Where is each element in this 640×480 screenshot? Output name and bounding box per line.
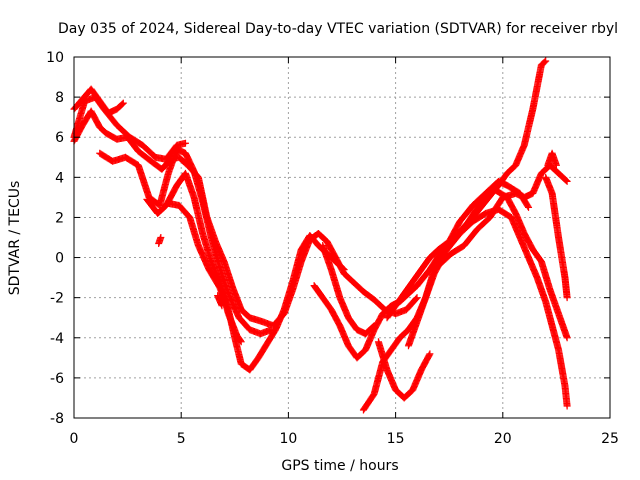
data-point-marker (561, 176, 569, 184)
y-axis-label: SDTVAR / TECUs (7, 181, 23, 296)
series-arc-g (155, 234, 165, 248)
y-tick-label: -4 (50, 331, 64, 347)
y-tick-label: -2 (50, 291, 64, 307)
data-point-marker (157, 234, 165, 241)
data-point-marker (552, 161, 560, 169)
x-tick-label: 20 (494, 431, 512, 447)
data-point-marker (340, 266, 348, 274)
series-arc-d (96, 145, 275, 338)
x-tick-label: 15 (387, 431, 405, 447)
plot-frame (73, 56, 611, 419)
series-arc-h (214, 292, 226, 310)
series-arc-i (310, 282, 421, 362)
data-point-marker (368, 323, 376, 331)
series-arc-r (544, 149, 560, 169)
y-tick-label: 4 (55, 170, 64, 186)
axis-ticks (73, 56, 611, 419)
data-point-marker (413, 294, 421, 302)
data-point-marker (218, 302, 226, 310)
data-point-marker (118, 100, 126, 108)
x-tick-label: 25 (601, 431, 619, 447)
data-points (70, 57, 571, 414)
y-tick-label: -8 (50, 411, 64, 427)
data-point-marker (563, 402, 571, 410)
series-arc-q (542, 173, 571, 302)
data-point-marker (425, 351, 433, 359)
y-tick-label: 8 (55, 90, 64, 106)
data-point-marker (563, 334, 571, 342)
data-point-marker (369, 323, 377, 331)
y-tick-label: 0 (55, 251, 64, 267)
data-point-marker (119, 99, 127, 107)
data-point-marker (412, 295, 420, 303)
x-tick-label: 0 (70, 431, 79, 447)
data-point-marker (563, 294, 571, 302)
tick-labels: 0 5 10 15 20 25 -8 -6 -4 -2 0 2 4 6 8 10 (46, 50, 619, 447)
data-point-marker (563, 177, 571, 185)
data-point-marker (542, 57, 550, 65)
series-arc-o (413, 185, 571, 342)
y-tick-label: 6 (55, 130, 64, 146)
chart-title: Day 035 of 2024, Sidereal Day-to-day VTE… (58, 21, 618, 37)
series-arc-l (374, 338, 434, 402)
series-arc-p (434, 161, 571, 270)
y-tick-label: 2 (55, 210, 64, 226)
data-point-marker (524, 202, 532, 210)
data-point-marker (540, 59, 548, 67)
data-point-marker (562, 177, 570, 185)
series-arc-m (383, 205, 571, 410)
data-point-marker (426, 350, 434, 358)
data-point-marker (339, 265, 347, 273)
data-point-marker (541, 58, 549, 66)
x-tick-label: 10 (279, 431, 297, 447)
data-point-marker (525, 203, 533, 211)
series-arc-f (164, 199, 348, 374)
x-tick-label: 5 (177, 431, 186, 447)
series-arc-j (319, 242, 378, 338)
data-point-marker (370, 322, 378, 330)
data-point-marker (338, 264, 346, 272)
y-tick-label: -6 (50, 371, 64, 387)
x-axis-label: GPS time / hours (281, 458, 398, 474)
y-tick-label: 10 (46, 50, 64, 66)
data-point-marker (181, 139, 189, 147)
